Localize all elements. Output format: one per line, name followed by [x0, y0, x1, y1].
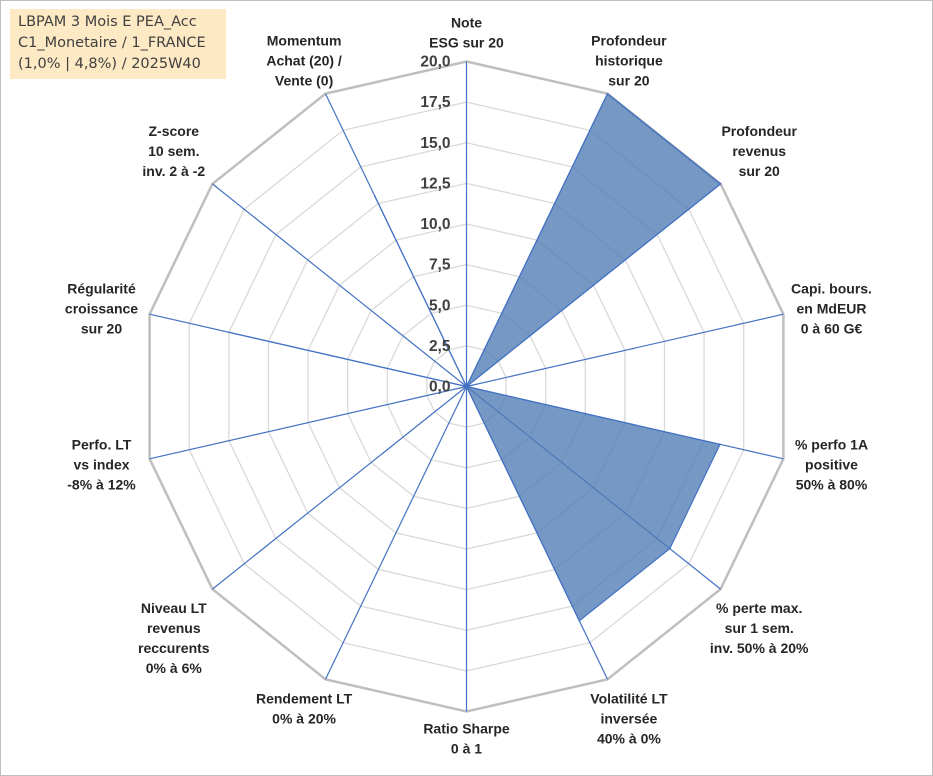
radar-axis-label-line: Perfo. LT — [72, 437, 132, 453]
radar-point-11 — [228, 331, 230, 334]
radar-axis-label-line: sur 20 — [81, 320, 122, 336]
radar-axis-label-line: Vente (0) — [275, 73, 333, 89]
radar-axis-label-line: en MdEUR — [797, 300, 867, 316]
radar-axis-label-line: Z-score — [149, 123, 200, 139]
radar-axis-label-11: Régularité croissance sur 20 — [65, 280, 138, 336]
radar-axis-label-4: % perfo 1A positive 50% à 80% — [795, 437, 868, 493]
radar-axis-label-line: revenus — [732, 143, 786, 159]
radar-axis-label-2: Profondeur revenus sur 20 — [721, 123, 797, 179]
radar-axis-label-line: Régularité — [67, 280, 136, 296]
radar-tick-label: 5,0 — [429, 297, 451, 314]
radar-axis-label-line: inversée — [600, 710, 657, 726]
radar-point-1 — [606, 92, 609, 95]
radar-axis-label-0: Note ESG sur 20 — [429, 15, 504, 51]
radar-axis-label-line: croissance — [65, 300, 138, 316]
radar-axis-label-line: % perte max. — [716, 600, 802, 616]
radar-axis-label-6: Volatilité LT inversée 40% à 0% — [590, 690, 668, 746]
radar-tick-label: 20,0 — [420, 54, 450, 71]
fund-title-line-1: LBPAM 3 Mois E PEA_Acc — [18, 14, 197, 30]
radar-point-4 — [719, 443, 721, 446]
radar-axis-label-line: sur 20 — [608, 73, 649, 89]
radar-tick-label: 2,5 — [429, 338, 451, 355]
radar-axis-label-line: sur 1 sem. — [725, 620, 794, 636]
radar-axis-label-12: Z-score 10 sem. inv. 2 à -2 — [142, 123, 205, 179]
fund-title-line-3: (1,0% | 4,8%) / 2025W40 — [18, 56, 201, 72]
radar-axis-label-9: Niveau LT revenus reccurents 0% à 6% — [138, 600, 210, 676]
radar-axis-label-line: vs index — [73, 457, 129, 473]
radar-axis-label-line: reccurents — [138, 640, 210, 656]
radar-axis-label-line: Achat (20) / — [266, 53, 342, 69]
radar-axis-label-line: % perfo 1A — [795, 437, 868, 453]
radar-axis-label-line: Capi. bours. — [791, 280, 872, 296]
radar-axis-label-line: historique — [595, 53, 663, 69]
radar-spoke-12 — [212, 183, 467, 387]
radar-axis-label-line: sur 20 — [739, 163, 780, 179]
radar-point-12 — [465, 385, 468, 388]
radar-axis-label-line: Niveau LT — [141, 600, 207, 616]
radar-axis-label-line: 0% à 6% — [146, 660, 203, 676]
radar-axis-label-line: Note — [451, 15, 482, 31]
radar-spoke-3 — [466, 313, 784, 388]
radar-point-5 — [669, 547, 671, 550]
radar-axis-label-13: Momentum Achat (20) / Vente (0) — [266, 33, 342, 89]
radar-axis-label-5: % perte max. sur 1 sem. inv. 50% à 20% — [710, 600, 809, 656]
radar-axis-label-line: ESG sur 20 — [429, 35, 504, 51]
radar-tick-label: 15,0 — [420, 135, 450, 152]
radar-axis-label-line: 0 à 1 — [451, 741, 482, 757]
radar-axis-label-line: Profondeur — [591, 33, 667, 49]
radar-axis-label-line: 40% à 0% — [597, 730, 661, 746]
fund-title-line-2: C1_Monetaire / 1_FRANCE — [18, 35, 206, 51]
radar-axis-label-line: 10 sem. — [148, 143, 199, 159]
radar-axis-label-line: Momentum — [267, 33, 342, 49]
radar-axis-label-10: Perfo. LT vs index -8% à 12% — [67, 437, 136, 493]
radar-axis-label-line: Volatilité LT — [590, 690, 668, 706]
radar-spoke-8 — [324, 386, 468, 680]
radar-tick-label: 17,5 — [420, 94, 451, 111]
radar-axis-label-line: Profondeur — [721, 123, 797, 139]
radar-series-area-0 — [228, 92, 722, 622]
radar-axis-label-line: revenus — [147, 620, 201, 636]
radar-axis-labels: Note ESG sur 20 Profondeur historique sur 20… — [65, 15, 872, 757]
radar-axis-label-line: 50% à 80% — [796, 477, 868, 493]
radar-series-group — [228, 92, 722, 622]
radar-axis-label-8: Rendement LT 0% à 20% — [256, 690, 353, 726]
radar-tick-label: 0,0 — [429, 379, 451, 396]
radar-tick-labels: 0,0 2,5 5,0 7,5 10,0 12,5 15,0 17,5 20,0 — [420, 54, 451, 396]
radar-point-6 — [578, 620, 581, 622]
radar-spoke-10 — [149, 385, 467, 460]
radar-axis-label-3: Capi. bours. en MdEUR 0 à 60 G€ — [791, 280, 872, 336]
fund-title-box: LBPAM 3 Mois E PEA_Acc C1_Monetaire / 1_… — [10, 9, 226, 79]
radar-tick-label: 12,5 — [420, 175, 451, 192]
radar-spoke-9 — [212, 386, 467, 590]
radar-axis-label-line: 0% à 20% — [272, 710, 336, 726]
radar-tick-label: 7,5 — [429, 257, 451, 274]
radar-axis-label-line: inv. 50% à 20% — [710, 640, 809, 656]
radar-point-2 — [719, 183, 722, 185]
radar-axis-label-line: positive — [805, 457, 858, 473]
radar-axis-label-line: Ratio Sharpe — [423, 721, 510, 737]
radar-axis-label-line: 0 à 60 G€ — [801, 320, 863, 336]
radar-axis-label-line: -8% à 12% — [67, 477, 136, 493]
radar-point-13 — [374, 195, 376, 197]
radar-axis-label-line: inv. 2 à -2 — [142, 163, 205, 179]
radar-tick-label: 10,0 — [420, 216, 450, 233]
radar-axis-label-7: Ratio Sharpe 0 à 1 — [423, 721, 510, 757]
radar-axis-label-1: Profondeur historique sur 20 — [591, 33, 667, 89]
radar-axis-label-line: Rendement LT — [256, 690, 353, 706]
